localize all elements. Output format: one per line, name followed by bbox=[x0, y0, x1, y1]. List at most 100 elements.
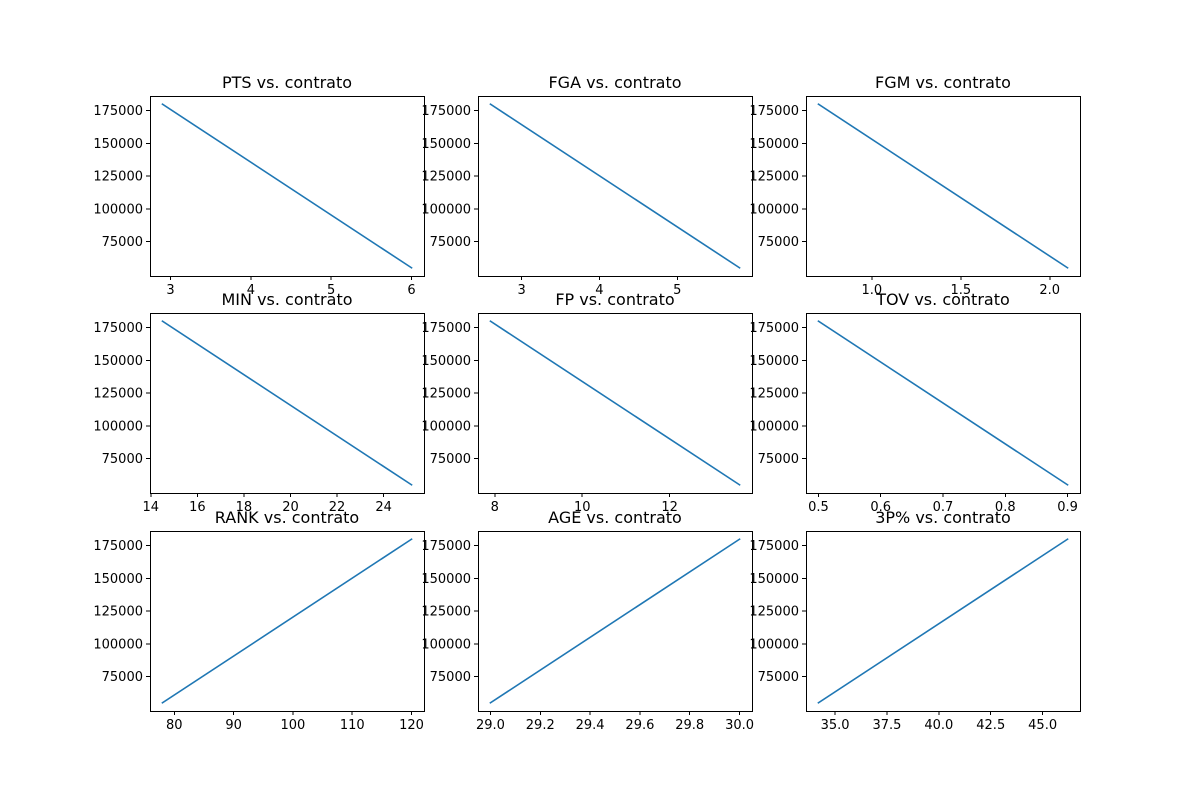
x-tick-label: 20 bbox=[282, 500, 299, 515]
y-tick-label: 125000 bbox=[93, 387, 143, 402]
y-tick-label: 75000 bbox=[430, 670, 471, 685]
y-tick-label: 100000 bbox=[93, 419, 143, 434]
x-tick-label: 4 bbox=[595, 283, 603, 298]
series-line bbox=[489, 320, 741, 486]
x-tick-label: 0.6 bbox=[870, 500, 891, 515]
x-tick-label: 3 bbox=[517, 283, 525, 298]
x-tick-label: 0.7 bbox=[933, 500, 954, 515]
x-tick-label: 35.0 bbox=[821, 718, 850, 733]
y-tick-label: 125000 bbox=[421, 605, 471, 620]
subplot-2: 3 4 5 75000 100000 125000 150000 175000 FGA vs. … bbox=[421, 73, 753, 298]
x-tick-label: 16 bbox=[189, 500, 206, 515]
x-tick-label: 24 bbox=[375, 500, 392, 515]
x-tick-label: 5 bbox=[327, 283, 335, 298]
y-tick-label: 125000 bbox=[749, 170, 799, 185]
x-tick-label: 100 bbox=[281, 718, 306, 733]
subplot-title: FGA vs. contrato bbox=[548, 73, 681, 92]
subplot-9: 35.0 37.5 40.0 42.5 45.0 75000 100000 125000 150… bbox=[749, 508, 1081, 733]
y-tick-label: 100000 bbox=[749, 202, 799, 217]
y-tick-label: 100000 bbox=[749, 637, 799, 652]
x-tick-label: 18 bbox=[236, 500, 253, 515]
y-tick-label: 175000 bbox=[749, 321, 799, 336]
axes-frame bbox=[806, 531, 1081, 712]
subplot-title: TOV vs. contrato bbox=[875, 290, 1010, 309]
x-tick-label: 90 bbox=[225, 718, 242, 733]
subplot-title: MIN vs. contrato bbox=[222, 290, 353, 309]
y-tick-label: 150000 bbox=[421, 572, 471, 587]
subplot-title: PTS vs. contrato bbox=[222, 73, 352, 92]
axes-frame bbox=[150, 313, 425, 494]
y-tick-label: 75000 bbox=[758, 235, 799, 250]
subplot-6: 0.5 0.6 0.7 0.8 0.9 75000 100000 125000 150000 17… bbox=[749, 290, 1081, 515]
x-tick-label: 22 bbox=[329, 500, 346, 515]
x-tick-label: 3 bbox=[166, 283, 174, 298]
x-tick-label: 10 bbox=[574, 500, 591, 515]
series-line bbox=[161, 103, 413, 269]
x-tick-label: 0.8 bbox=[995, 500, 1016, 515]
y-tick-label: 150000 bbox=[749, 137, 799, 152]
series-line bbox=[161, 538, 413, 704]
axes-frame bbox=[806, 96, 1081, 277]
y-tick-label: 125000 bbox=[93, 170, 143, 185]
subplot-title: 3P% vs. contrato bbox=[875, 508, 1011, 527]
x-tick-label: 6 bbox=[407, 283, 415, 298]
x-tick-label: 29.6 bbox=[625, 718, 654, 733]
y-tick-label: 125000 bbox=[93, 605, 143, 620]
y-tick-label: 150000 bbox=[421, 354, 471, 369]
axes-frame bbox=[150, 531, 425, 712]
y-tick-label: 125000 bbox=[749, 605, 799, 620]
x-tick-label: 1.0 bbox=[861, 283, 882, 298]
y-tick-label: 100000 bbox=[421, 419, 471, 434]
axes-frame bbox=[478, 531, 753, 712]
y-tick-label: 175000 bbox=[421, 539, 471, 554]
x-tick-label: 12 bbox=[661, 500, 678, 515]
series-line bbox=[489, 538, 741, 704]
y-tick-label: 125000 bbox=[421, 170, 471, 185]
subplot-1: 3 4 5 6 75000 100000 125000 150000 175000 PTS vs.… bbox=[93, 73, 425, 298]
axes-frame bbox=[478, 96, 753, 277]
x-tick-label: 4 bbox=[247, 283, 255, 298]
subplot-8: 29.0 29.2 29.4 29.6 29.8 30.0 75000 100000 12500… bbox=[421, 508, 754, 733]
series-line bbox=[817, 320, 1069, 486]
subplot-title: RANK vs. contrato bbox=[215, 508, 359, 527]
subplot-title: FP vs. contrato bbox=[555, 290, 674, 309]
x-tick-label: 1.5 bbox=[950, 283, 971, 298]
y-tick-label: 75000 bbox=[430, 452, 471, 467]
y-tick-label: 100000 bbox=[421, 637, 471, 652]
y-tick-label: 100000 bbox=[93, 637, 143, 652]
x-tick-label: 80 bbox=[166, 718, 183, 733]
series-line bbox=[817, 103, 1069, 269]
x-tick-label: 30.0 bbox=[725, 718, 754, 733]
y-tick-label: 75000 bbox=[758, 452, 799, 467]
subplot-7: 80 90 100 110 120 75000 100000 125000 150000 1750… bbox=[93, 508, 425, 733]
y-tick-label: 75000 bbox=[102, 670, 143, 685]
axes-frame bbox=[150, 96, 425, 277]
x-tick-label: 110 bbox=[340, 718, 365, 733]
y-tick-label: 75000 bbox=[102, 452, 143, 467]
y-tick-label: 150000 bbox=[93, 354, 143, 369]
axes-frame bbox=[478, 313, 753, 494]
series-line bbox=[161, 320, 413, 486]
series-line bbox=[817, 538, 1069, 704]
y-tick-label: 175000 bbox=[93, 539, 143, 554]
x-tick-label: 45.0 bbox=[1028, 718, 1057, 733]
subplot-title: FGM vs. contrato bbox=[875, 73, 1011, 92]
x-tick-label: 120 bbox=[399, 718, 424, 733]
x-tick-label: 8 bbox=[491, 500, 499, 515]
x-tick-label: 40.0 bbox=[924, 718, 953, 733]
y-tick-label: 175000 bbox=[749, 539, 799, 554]
y-tick-label: 125000 bbox=[749, 387, 799, 402]
x-tick-label: 29.4 bbox=[576, 718, 605, 733]
y-tick-label: 175000 bbox=[749, 104, 799, 119]
subplot-title: AGE vs. contrato bbox=[548, 508, 682, 527]
subplot-4: 14 16 18 20 22 24 75000 100000 125000 150000 17500… bbox=[93, 290, 425, 515]
x-tick-label: 29.0 bbox=[476, 718, 505, 733]
series-line bbox=[489, 103, 741, 269]
subplot-3: 1.0 1.5 2.0 75000 100000 125000 150000 175000 FG… bbox=[749, 73, 1081, 298]
y-tick-label: 175000 bbox=[93, 104, 143, 119]
y-tick-label: 150000 bbox=[421, 137, 471, 152]
y-tick-label: 75000 bbox=[102, 235, 143, 250]
subplot-5: 8 10 12 75000 100000 125000 150000 175000 FP vs.… bbox=[421, 290, 753, 515]
x-tick-label: 0.5 bbox=[808, 500, 829, 515]
y-tick-label: 75000 bbox=[758, 670, 799, 685]
